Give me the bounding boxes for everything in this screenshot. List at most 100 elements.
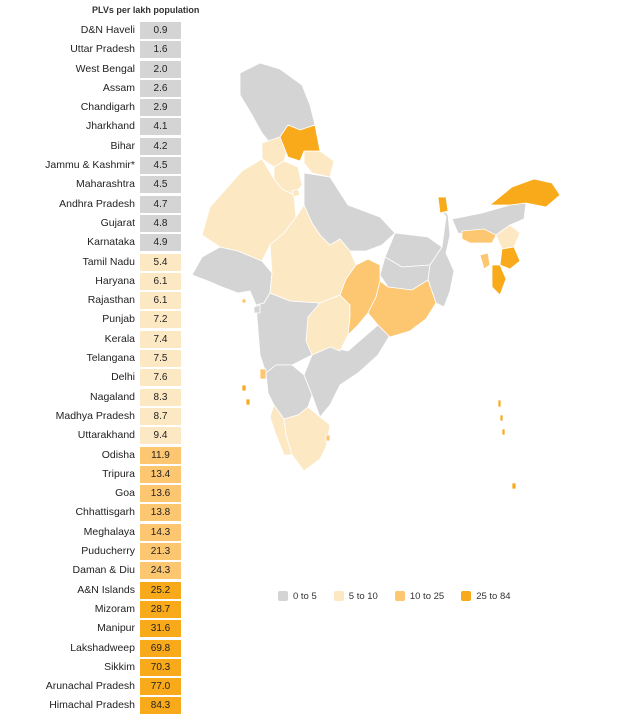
region-manipur [499, 246, 521, 270]
state-name: Bihar [110, 139, 135, 152]
legend-label: 5 to 10 [348, 590, 378, 602]
state-name: Uttar Pradesh [70, 43, 135, 56]
state-value: 14.3 [140, 523, 181, 541]
state-value: 28.7 [140, 600, 181, 618]
region-meghalaya [461, 228, 497, 244]
state-name: Assam [102, 81, 135, 94]
state-name: West Bengal [75, 62, 135, 75]
state-row: Gujarat 4.8 [0, 214, 200, 233]
legend-label: 10 to 25 [409, 590, 445, 602]
state-name: A&N Islands [77, 583, 135, 596]
region-delhi [291, 188, 301, 198]
state-row: Tripura 13.4 [0, 465, 200, 484]
state-value: 24.3 [140, 562, 181, 580]
state-row: Jharkhand 4.1 [0, 117, 200, 136]
state-row: Kerala 7.4 [0, 330, 200, 349]
state-row: Karnataka 4.9 [0, 233, 200, 252]
state-value: 7.5 [140, 350, 181, 368]
legend-swatch [394, 591, 405, 601]
state-value: 4.7 [140, 195, 181, 213]
state-value: 21.3 [140, 543, 181, 561]
state-name: Maharashtra [76, 178, 135, 191]
region-an-islands [497, 399, 517, 490]
region-himachal-pradesh [279, 124, 321, 162]
state-name: Rajasthan [87, 294, 135, 307]
region-daman-diu [241, 298, 247, 304]
state-row: D&N Haveli 0.9 [0, 21, 200, 40]
state-value: 4.5 [140, 176, 181, 194]
state-name: Karnataka [87, 236, 135, 249]
state-row: Manipur 31.6 [0, 619, 200, 638]
legend-label: 0 to 5 [293, 590, 317, 602]
state-row: Assam 2.6 [0, 79, 200, 98]
state-value: 4.9 [140, 234, 181, 252]
state-value: 8.3 [140, 388, 181, 406]
state-name: Chhattisgarh [75, 506, 135, 519]
state-row: Punjab 7.2 [0, 310, 200, 329]
state-value: 13.6 [140, 485, 181, 503]
state-row: Sikkim 70.3 [0, 658, 200, 677]
chart-title: PLVs per lakh population [92, 5, 200, 15]
region-nagaland [495, 224, 521, 250]
state-row: Uttar Pradesh 1.6 [0, 40, 200, 59]
state-name: Madhya Pradesh [55, 409, 135, 422]
state-row: Nagaland 8.3 [0, 388, 200, 407]
state-name: Arunachal Pradesh [45, 680, 135, 693]
state-value: 7.2 [140, 311, 181, 329]
state-value: 31.6 [140, 620, 181, 638]
state-row: Maharashtra 4.5 [0, 175, 200, 194]
state-row: Uttarakhand 9.4 [0, 426, 200, 445]
state-name: Daman & Diu [72, 564, 135, 577]
state-row: Goa 13.6 [0, 484, 200, 503]
state-name: Nagaland [90, 390, 135, 403]
state-row: Meghalaya 14.3 [0, 523, 200, 542]
state-value: 77.0 [140, 678, 181, 696]
state-value: 69.8 [140, 639, 181, 657]
legend-label: 25 to 84 [476, 590, 511, 602]
state-value: 7.6 [140, 369, 181, 387]
state-row: Chhattisgarh 13.8 [0, 503, 200, 522]
state-row: Bihar 4.2 [0, 137, 200, 156]
legend-item: 10 to 25 [394, 590, 445, 602]
state-value: 4.5 [140, 157, 181, 175]
state-row: West Bengal 2.0 [0, 60, 200, 79]
state-value: 8.7 [140, 407, 181, 425]
state-row: Lakshadweep 69.8 [0, 639, 200, 658]
state-row: Rajasthan 6.1 [0, 291, 200, 310]
region-tripura [479, 252, 491, 270]
state-name: Telangana [86, 352, 135, 365]
state-name: Meghalaya [83, 525, 135, 538]
state-row: Daman & Diu 24.3 [0, 561, 200, 580]
state-name: Lakshadweep [70, 641, 135, 654]
state-name: Odisha [101, 448, 135, 461]
region-west-bengal [427, 204, 455, 308]
legend-swatch [278, 591, 288, 601]
state-value: 13.4 [140, 465, 181, 483]
state-value: 6.1 [140, 292, 181, 310]
india-choropleth-map [191, 62, 561, 490]
state-name: Delhi [111, 371, 135, 384]
state-row: Himachal Pradesh 84.3 [0, 696, 200, 715]
state-name: Goa [115, 487, 135, 500]
state-name: Mizoram [94, 602, 135, 615]
state-name: Tamil Nadu [82, 255, 135, 268]
state-row: Puducherry 21.3 [0, 542, 200, 561]
region-puducherry [325, 434, 331, 442]
state-value: 11.9 [140, 446, 181, 464]
region-dn-haveli [253, 304, 261, 314]
region-mizoram [491, 264, 507, 296]
state-name: D&N Haveli [80, 24, 135, 36]
state-row: Chandigarh 2.9 [0, 98, 200, 117]
region-arunachal-pradesh [488, 178, 561, 208]
legend-item: 25 to 84 [461, 590, 511, 602]
state-value: 4.8 [140, 214, 181, 232]
map-legend: 0 to 5 5 to 10 10 to 25 25 to 84 [278, 589, 528, 603]
state-value: 0.9 [140, 22, 181, 39]
state-row: Arunachal Pradesh 77.0 [0, 677, 200, 696]
state-name: Gujarat [100, 216, 135, 229]
state-name: Puducherry [81, 545, 135, 558]
state-name: Uttarakhand [77, 429, 135, 442]
state-name: Chandigarh [80, 101, 135, 114]
region-madhya-pradesh [269, 204, 357, 304]
state-name: Haryana [95, 274, 135, 287]
